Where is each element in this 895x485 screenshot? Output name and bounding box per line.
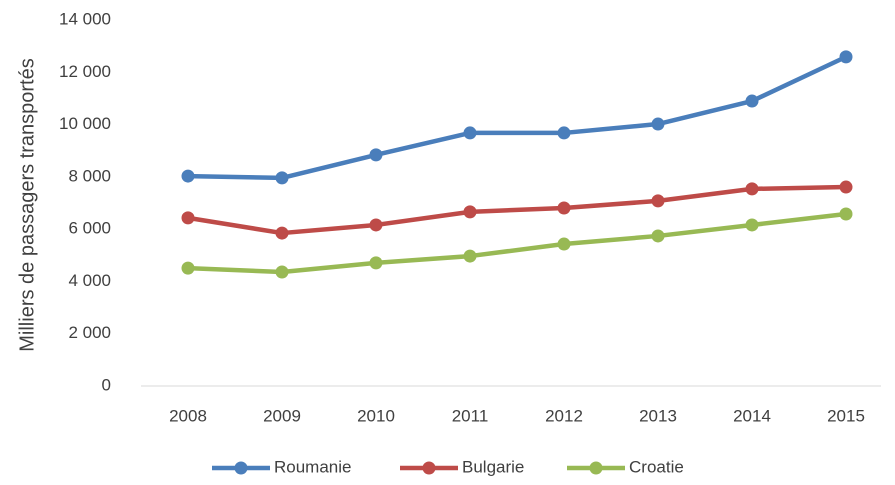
data-point xyxy=(557,201,571,215)
data-point xyxy=(181,261,195,275)
x-tick-label: 2012 xyxy=(545,406,583,425)
legend-marker xyxy=(422,461,436,475)
legend-marker xyxy=(234,461,248,475)
data-point xyxy=(651,117,665,131)
x-tick-label: 2011 xyxy=(452,406,489,425)
data-point xyxy=(839,180,853,194)
data-point xyxy=(275,226,289,240)
y-tick-label: 6 000 xyxy=(68,219,111,238)
data-point xyxy=(651,229,665,243)
data-point xyxy=(369,256,383,270)
y-tick-label: 8 000 xyxy=(68,166,111,185)
data-point xyxy=(839,207,853,221)
x-tick-label: 2008 xyxy=(169,406,207,425)
y-tick-label: 4 000 xyxy=(68,271,111,290)
data-point xyxy=(839,50,853,64)
data-point xyxy=(275,171,289,185)
legend-label: Bulgarie xyxy=(462,457,524,476)
series-line xyxy=(187,54,847,181)
y-tick-label: 0 xyxy=(102,375,111,394)
y-tick-label: 10 000 xyxy=(59,114,111,133)
data-point xyxy=(369,218,383,232)
legend-marker xyxy=(589,461,603,475)
data-point xyxy=(181,169,195,183)
series-line xyxy=(187,211,847,275)
data-point xyxy=(463,126,477,140)
x-tick-label: 2015 xyxy=(827,406,865,425)
data-point xyxy=(463,205,477,219)
y-axis-title: Milliers de passagers transportés xyxy=(16,58,38,351)
data-point xyxy=(463,249,477,263)
y-tick-label: 2 000 xyxy=(68,323,111,342)
x-tick-label: 2010 xyxy=(357,406,395,425)
data-point xyxy=(181,211,195,225)
data-point xyxy=(745,182,759,196)
data-point xyxy=(745,94,759,108)
data-point xyxy=(557,237,571,251)
data-point xyxy=(557,126,571,140)
y-tick-label: 14 000 xyxy=(59,9,111,28)
data-point xyxy=(651,194,665,208)
data-point xyxy=(745,218,759,232)
series-line xyxy=(187,184,847,236)
legend-label: Croatie xyxy=(629,457,684,476)
legend-label: Roumanie xyxy=(274,457,352,476)
data-point xyxy=(275,265,289,279)
x-tick-label: 2009 xyxy=(263,406,301,425)
x-tick-label: 2014 xyxy=(733,406,771,425)
x-tick-label: 2013 xyxy=(639,406,677,425)
y-tick-label: 12 000 xyxy=(59,62,111,81)
data-point xyxy=(369,148,383,162)
